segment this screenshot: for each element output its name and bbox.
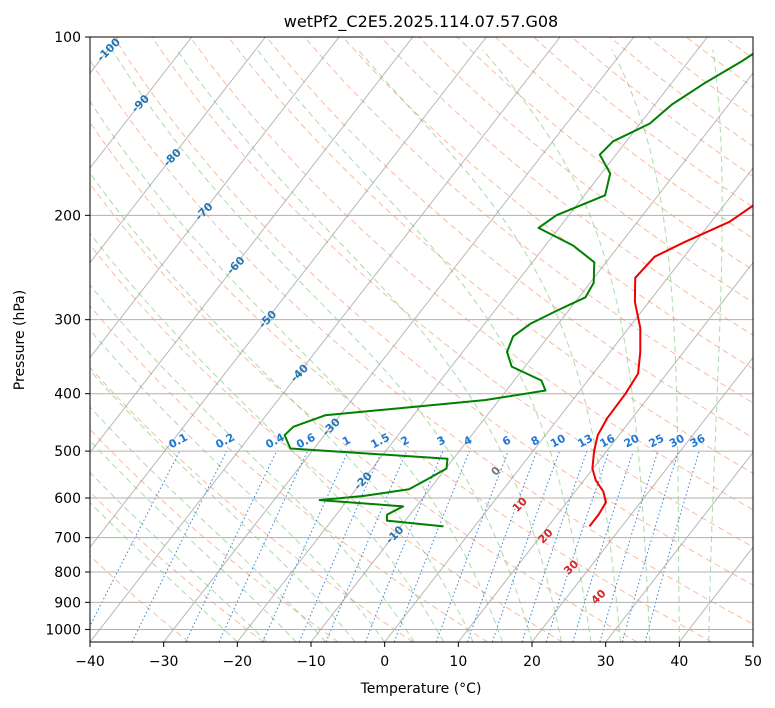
dry-adiabat-line: [418, 37, 753, 303]
isotherm-line: [531, 356, 753, 642]
x-tick-label: 10: [449, 654, 467, 670]
dewpoint-line: [283, 52, 753, 528]
dry-adiabat-line: [113, 37, 753, 586]
moist-adiabat-line: [357, 49, 621, 642]
mixing-ratio-line: [325, 450, 408, 642]
moist-adiabat-line: [90, 284, 415, 642]
dry-adiabat-line: [90, 555, 190, 642]
x-tick-label: 40: [670, 654, 688, 670]
isotherm-line: [384, 167, 753, 642]
dry-adiabat-line: [189, 37, 753, 511]
mixing-ratio-line: [621, 450, 679, 642]
moist-adiabat-line: [482, 49, 651, 642]
plot-frame: [89, 36, 754, 643]
sounding-series: [283, 52, 753, 528]
moist-adiabat-line: [176, 49, 562, 642]
dry-adiabat-line: [90, 182, 638, 642]
isotherm-line: [457, 261, 753, 642]
mixing-ratio-label: 20: [622, 432, 642, 451]
x-tick-label: −10: [296, 654, 326, 670]
mixing-ratio-label: 10: [548, 432, 568, 451]
y-axis-label: Pressure (hPa): [12, 290, 28, 390]
x-tick-label: 0: [380, 654, 389, 670]
mixing-ratio-line: [545, 450, 610, 642]
y-tick-label: 300: [54, 313, 81, 329]
mixing-ratio-label: 16: [598, 432, 618, 451]
x-tick-label: 20: [523, 654, 541, 670]
y-tick-label: 1000: [45, 622, 81, 638]
chart-title: wetPf2_C2E5.2025.114.07.57.G08: [284, 12, 558, 32]
y-tick-label: 100: [54, 30, 81, 46]
y-tick-label: 500: [54, 444, 81, 460]
moist-adiabat-line: [90, 501, 238, 642]
x-tick-label: 30: [597, 654, 615, 670]
x-tick-label: −20: [223, 654, 253, 670]
mixing-ratio-label: 13: [575, 432, 595, 451]
mixing-ratio-line: [364, 450, 444, 642]
dry-adiabat-line: [90, 244, 563, 642]
x-tick-label: −30: [149, 654, 179, 670]
mixing-ratio-line: [521, 450, 588, 642]
moist-adiabat-line: [90, 100, 503, 642]
isotherm-line: [310, 72, 753, 642]
isotherm-line: [90, 37, 414, 454]
moist-adiabat-line: [90, 471, 268, 642]
isotherm-line: [163, 37, 635, 642]
mixing-ratio-label: 36: [688, 432, 708, 451]
y-tick-label: 700: [54, 531, 81, 547]
isotherm-line: [605, 451, 753, 642]
background-lines: [90, 37, 753, 642]
x-axis-label: Temperature (°C): [360, 681, 482, 697]
dry-adiabat-line: [227, 37, 753, 474]
y-axis: 100 200 300 400 500 600 700 800 900 1000: [45, 30, 90, 638]
mixing-ratio-line: [467, 450, 538, 642]
mixing-ratio-line: [435, 450, 509, 642]
dry-adiabat-line: [380, 37, 753, 336]
moist-adiabat-line: [708, 49, 723, 642]
moist-adiabat-line: [256, 49, 592, 642]
moist-adiabat-line: [111, 49, 533, 642]
dry-adiabat-line: [90, 59, 753, 625]
isotherm-line: [90, 37, 266, 264]
mixing-ratio-line: [491, 450, 561, 642]
mixing-ratio-line: [572, 450, 634, 642]
mixing-ratio-line: [298, 450, 383, 642]
mixing-ratio-line: [262, 450, 349, 642]
dry-adiabat-line: [90, 305, 488, 642]
isotherm-line: [90, 37, 561, 642]
x-axis: −40 −30 −20 −10 0 10 20 30 40 50: [75, 642, 762, 670]
x-tick-label: −40: [75, 654, 105, 670]
temperature-line: [588, 204, 753, 528]
isotherm-line: [236, 37, 708, 642]
isotherm-line: [90, 37, 487, 548]
mixing-ratio-line: [599, 450, 659, 642]
moist-adiabat-line: [90, 172, 474, 642]
mixing-ratio-label: 30: [667, 432, 687, 451]
moist-adiabat-line: [611, 49, 680, 642]
y-tick-label: 900: [54, 595, 81, 611]
isotherm-line: [90, 37, 340, 359]
dry-adiabat-line: [90, 428, 339, 642]
dry-adiabat-line: [90, 121, 712, 642]
moist-adiabat-line: [90, 369, 356, 642]
y-tick-label: 800: [54, 565, 81, 581]
moist-adiabat-line: [90, 232, 445, 642]
mixing-ratio-label: 25: [647, 432, 667, 451]
isotherm-line: [90, 37, 193, 169]
y-tick-label: 200: [54, 208, 81, 224]
y-tick-label: 400: [54, 387, 81, 403]
x-tick-label: 50: [744, 654, 762, 670]
moist-adiabat-line: [90, 329, 386, 642]
y-tick-label: 600: [54, 491, 81, 507]
